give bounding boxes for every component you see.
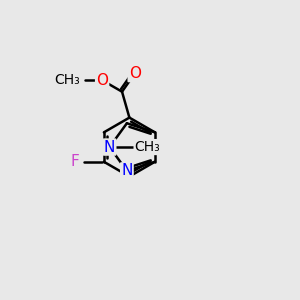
Text: F: F (71, 154, 80, 169)
Text: O: O (96, 73, 108, 88)
Text: N: N (104, 140, 115, 154)
Text: O: O (129, 66, 141, 81)
Text: CH₃: CH₃ (135, 140, 161, 154)
Text: N: N (121, 164, 133, 178)
Text: CH₃: CH₃ (54, 73, 80, 87)
